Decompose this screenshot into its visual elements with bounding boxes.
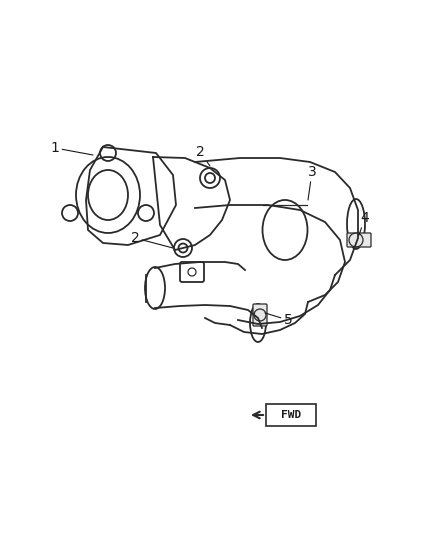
Text: 1: 1 bbox=[50, 141, 93, 155]
Text: 5: 5 bbox=[265, 313, 293, 327]
Text: 3: 3 bbox=[307, 165, 316, 200]
Text: FWD: FWD bbox=[281, 410, 301, 420]
Text: 2: 2 bbox=[196, 145, 210, 166]
Text: 2: 2 bbox=[131, 231, 173, 248]
FancyBboxPatch shape bbox=[253, 304, 267, 326]
Text: 4: 4 bbox=[359, 211, 369, 235]
FancyBboxPatch shape bbox=[347, 233, 371, 247]
